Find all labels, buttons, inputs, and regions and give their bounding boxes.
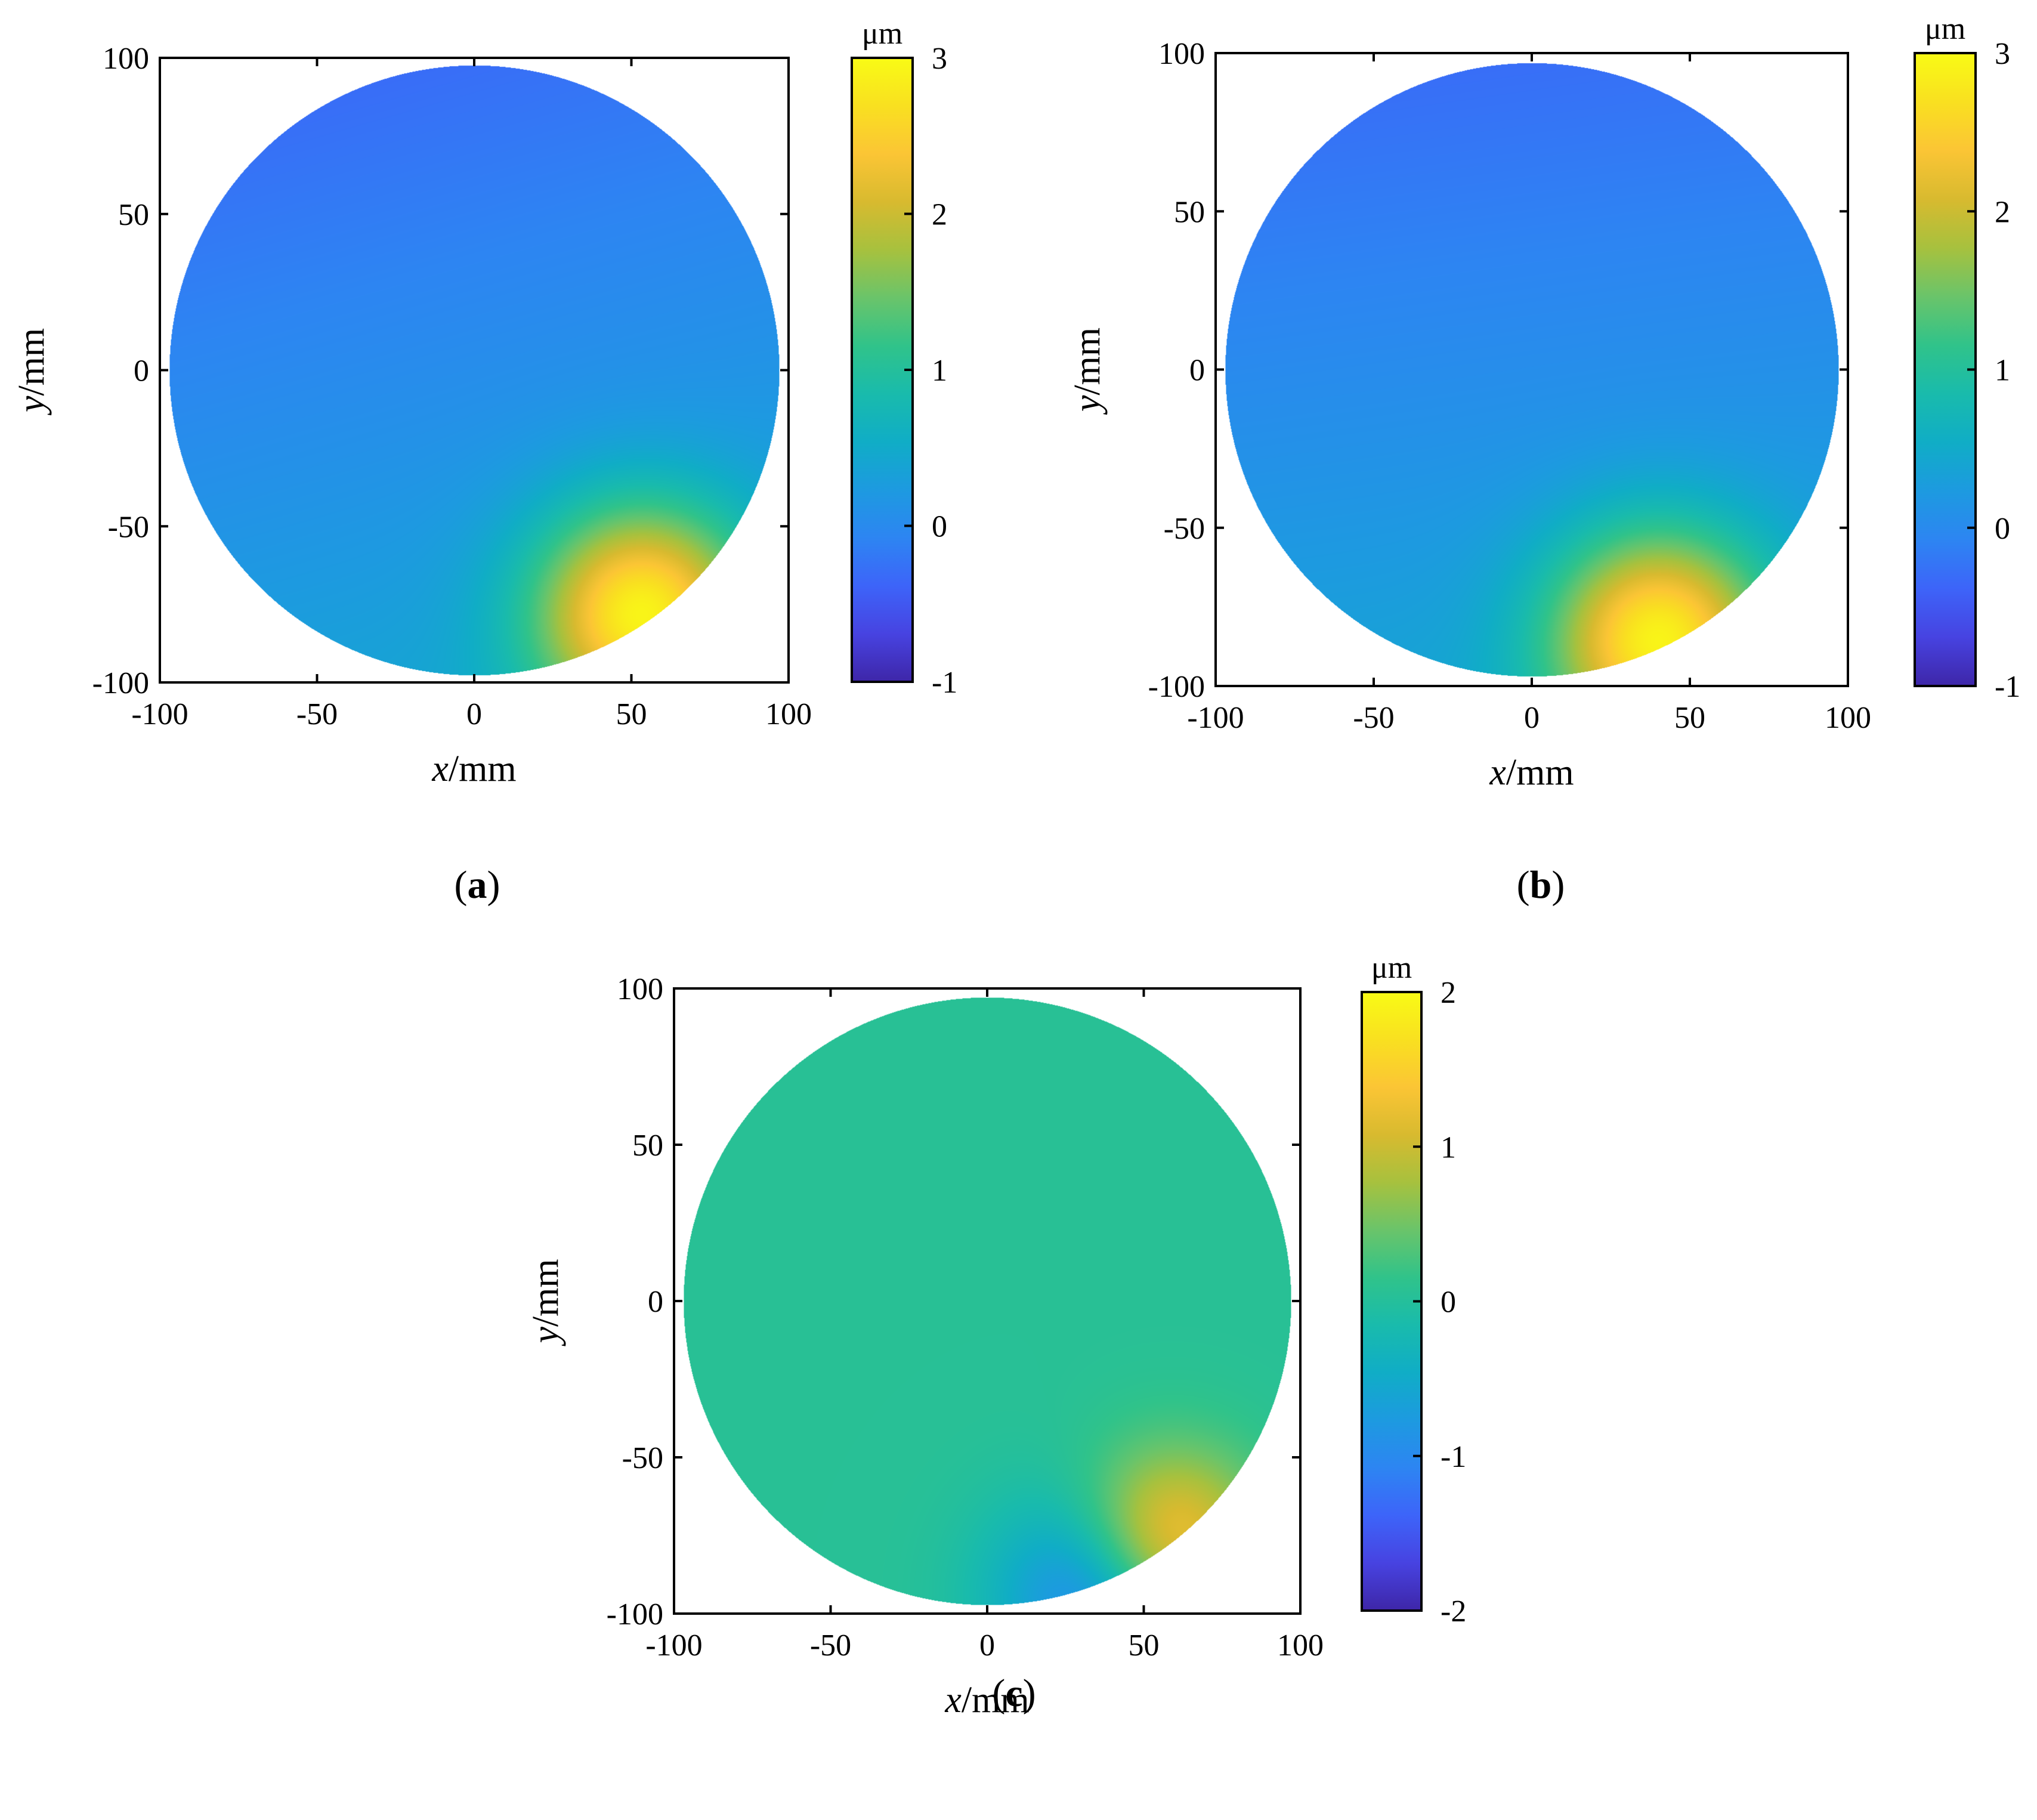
panel-b: -100 -50 0 50 100 -100 -50 0 50 100 x/mm y/mm -1 0 1 2 3…	[1067, 12, 2020, 907]
x-tick-label: -100	[1187, 701, 1244, 735]
x-tick-label: 50	[616, 697, 647, 731]
colorbar-tick-label: 1	[1995, 354, 2010, 388]
colorbar-unit-label: μm	[862, 17, 902, 51]
y-tick-label: -100	[607, 1597, 663, 1631]
y-tick-label: 50	[1174, 195, 1205, 229]
colorbar-tick-label: 0	[1995, 512, 2010, 546]
panel-caption: (c)	[992, 1671, 1035, 1715]
heatmap-disk	[168, 64, 781, 676]
x-tick-label: -50	[1353, 701, 1394, 735]
colorbar-tick-label: 1	[1441, 1130, 1456, 1164]
colorbar-tick-label: 0	[932, 510, 947, 544]
x-tick-label: 0	[466, 697, 482, 731]
y-tick-label: -100	[92, 666, 149, 700]
colorbar-tick-label: 1	[932, 354, 947, 388]
colorbar-tick-label: 3	[932, 42, 947, 76]
y-tick-label: -100	[1148, 670, 1205, 704]
x-tick-label: 50	[1674, 701, 1705, 735]
x-axis-label: x/mm	[1489, 752, 1574, 793]
x-tick-label: -100	[645, 1629, 702, 1663]
y-axis-label: y/mm	[1067, 327, 1108, 415]
colorbar-tick-label: -1	[1441, 1440, 1466, 1474]
colorbar	[1361, 991, 1423, 1612]
panel-a: -100 -50 0 50 100 -100 -50 0 50 100 x/mm y/mm -1 0 1 2 3…	[11, 17, 957, 907]
colorbar-tick-label: -1	[1995, 670, 2020, 704]
y-tick-label: 50	[632, 1129, 663, 1163]
y-tick-label: -50	[622, 1441, 663, 1475]
y-tick-label: 100	[617, 972, 663, 1006]
x-tick-label: -50	[296, 697, 338, 731]
panel-caption: (a)	[455, 863, 500, 907]
x-tick-label: 100	[765, 697, 812, 731]
colorbar	[1914, 52, 1977, 687]
x-axis-label: x/mm	[431, 749, 516, 789]
y-tick-label: 50	[118, 198, 149, 232]
colorbar-tick-label: 0	[1441, 1286, 1456, 1320]
x-axis-label: x/mm	[944, 1680, 1029, 1720]
y-axis-label: y/mm	[11, 328, 52, 416]
colorbar-tick-label: 2	[932, 198, 947, 232]
colorbar-tick-label: -2	[1441, 1595, 1466, 1629]
colorbar-tick-label: 3	[1995, 37, 2010, 71]
colorbar-tick-label: 2	[1441, 976, 1456, 1010]
x-tick-label: 100	[1277, 1629, 1324, 1663]
y-tick-label: 100	[103, 42, 149, 76]
colorbar-tick-label: 2	[1995, 195, 2010, 229]
colorbar-unit-label: μm	[1925, 12, 1965, 46]
y-tick-label: 0	[1189, 354, 1205, 388]
y-tick-label: -50	[108, 510, 149, 544]
y-axis-label: y/mm	[526, 1259, 566, 1346]
x-tick-label: 50	[1129, 1629, 1160, 1663]
y-tick-label: 100	[1158, 37, 1205, 71]
heatmap-disk	[1223, 61, 1840, 678]
heatmap-disk	[682, 996, 1293, 1606]
x-tick-label: 100	[1825, 701, 1871, 735]
panel-c: -100 -50 0 50 100 -100 -50 0 50 100 x/mm y/mm -2 -1 0 1…	[526, 951, 1466, 1720]
y-tick-label: 0	[134, 354, 149, 388]
x-tick-label: 0	[1524, 701, 1540, 735]
colorbar-tick-label: -1	[932, 666, 957, 700]
colorbar	[851, 57, 914, 683]
colorbar-unit-label: μm	[1371, 951, 1412, 985]
y-tick-label: 0	[648, 1285, 663, 1319]
panel-caption: (b)	[1517, 863, 1565, 907]
x-tick-label: 0	[979, 1629, 995, 1663]
x-tick-label: -100	[131, 697, 188, 731]
x-tick-label: -50	[810, 1629, 851, 1663]
y-tick-label: -50	[1164, 512, 1205, 546]
